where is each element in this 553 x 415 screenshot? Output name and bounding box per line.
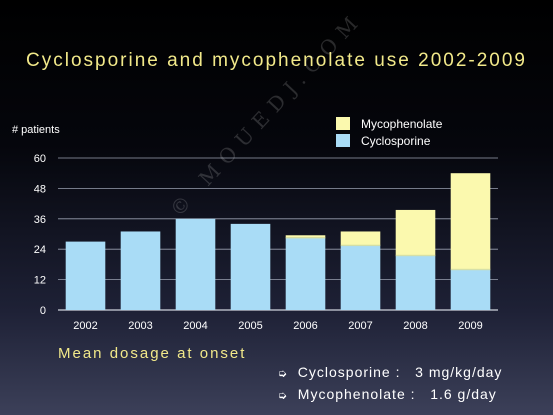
legend-swatch-mycophenolate xyxy=(336,117,350,130)
bar-cyclosporine-2004 xyxy=(175,218,216,310)
x-tick-label: 2009 xyxy=(458,320,482,332)
y-tick-label: 0 xyxy=(40,305,46,317)
bars xyxy=(65,173,491,310)
legend-swatch-cyclosporine xyxy=(336,134,350,147)
y-tick-label: 24 xyxy=(34,244,46,256)
y-tick-label: 48 xyxy=(34,183,46,195)
bar-mycophenolate-2006 xyxy=(285,235,326,238)
y-tick-label: 12 xyxy=(34,275,46,287)
y-axis-label: # patients xyxy=(12,124,60,136)
y-tick-label: 36 xyxy=(34,214,46,226)
note-value: 1.6 g/day xyxy=(430,386,497,402)
bar-cyclosporine-2005 xyxy=(230,223,271,310)
x-tick-label: 2008 xyxy=(403,320,427,332)
x-tick-label: 2004 xyxy=(183,320,207,332)
bar-mycophenolate-2007 xyxy=(340,231,381,246)
bar-mycophenolate-2009 xyxy=(450,173,491,270)
bar-cyclosporine-2006 xyxy=(285,237,326,310)
y-tick-labels: 0 12 24 36 48 60 xyxy=(34,153,46,317)
legend-label-cyclosporine: Cyclosporine xyxy=(361,134,431,148)
bar-cyclosporine-2003 xyxy=(120,231,161,310)
x-tick-label: 2005 xyxy=(238,320,262,332)
note-cyclosporine: ➭ Cyclosporine : 3 mg/kg/day xyxy=(268,348,502,380)
x-tick-labels: 2002 2003 2004 2005 2006 2007 2008 2009 xyxy=(73,320,482,332)
bar-cyclosporine-2009 xyxy=(450,269,491,310)
bar-cyclosporine-2008 xyxy=(395,255,436,310)
legend-label-mycophenolate: Mycophenolate xyxy=(361,117,443,131)
x-tick-label: 2006 xyxy=(293,320,317,332)
arrow-icon: ➭ xyxy=(277,368,288,380)
y-tick-label: 60 xyxy=(34,153,46,165)
notes-heading: Mean dosage at onset xyxy=(58,345,247,362)
x-tick-label: 2003 xyxy=(128,320,152,332)
x-tick-label: 2002 xyxy=(73,320,97,332)
note-label: Cyclosporine : xyxy=(297,364,401,380)
x-tick-label: 2007 xyxy=(348,320,372,332)
chart-title: Cyclosporine and mycophenolate use 2002-… xyxy=(26,50,527,71)
bar-cyclosporine-2002 xyxy=(65,241,106,310)
note-value: 3 mg/kg/day xyxy=(415,364,503,380)
note-label: Mycophenolate : xyxy=(297,386,416,402)
legend: Mycophenolate Cyclosporine xyxy=(336,117,443,148)
arrow-icon: ➭ xyxy=(277,390,288,402)
bar-cyclosporine-2007 xyxy=(340,245,381,310)
note-mycophenolate: ➭ Mycophenolate : 1.6 g/day xyxy=(268,370,497,402)
bar-mycophenolate-2008 xyxy=(395,209,436,256)
